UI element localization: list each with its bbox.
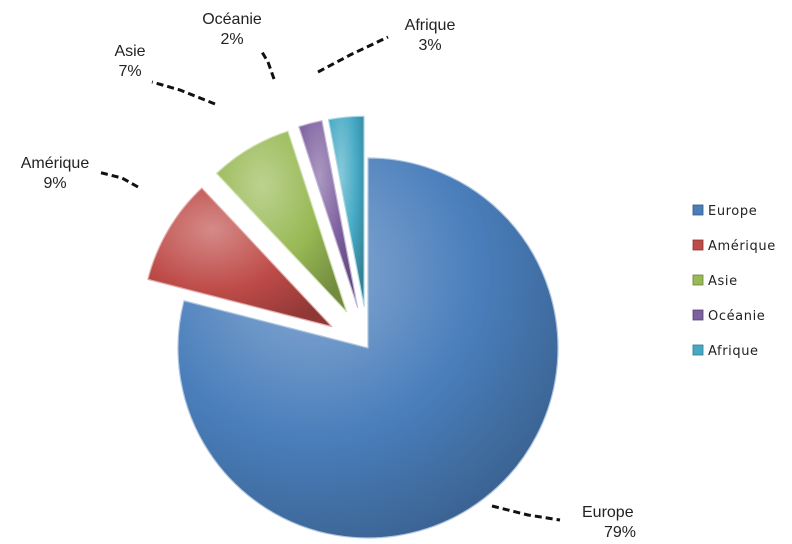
- data-label-asie-value: 7%: [118, 63, 141, 80]
- legend-label-afrique: Afrique: [708, 344, 759, 359]
- data-label-afrique-value: 3%: [418, 37, 441, 54]
- pie-slice-oceanie: [298, 120, 359, 308]
- data-label-asie-name: Asie: [114, 43, 145, 60]
- legend-item-amerique: Amérique: [692, 239, 776, 254]
- data-label-europe-value: 79%: [604, 524, 636, 541]
- data-label-afrique-name: Afrique: [405, 17, 456, 34]
- legend-item-asie: Asie: [692, 274, 738, 289]
- legend-item-europe: Europe: [692, 204, 757, 219]
- pie-slice-europe: [177, 157, 559, 539]
- data-label-oceanie-value: 2%: [220, 31, 243, 48]
- data-label-amerique-value: 9%: [43, 175, 66, 192]
- leader-line-afrique: [317, 35, 389, 74]
- pie-slice-asie: [215, 130, 348, 313]
- leader-line-oceanie: [260, 51, 276, 80]
- legend-swatch-asie: [692, 274, 704, 286]
- legend-label-amerique: Amérique: [708, 239, 776, 254]
- data-label-amerique-name: Amérique: [21, 155, 90, 172]
- leader-line-amerique: [97, 170, 139, 189]
- data-label-oceanie-name: Océanie: [202, 11, 262, 28]
- legend-item-oceanie: Océanie: [692, 309, 765, 324]
- leader-line-europe: [491, 504, 561, 522]
- legend: Europe Amérique Asie Océanie Afrique: [692, 204, 776, 359]
- legend-label-europe: Europe: [708, 204, 757, 219]
- legend-item-afrique: Afrique: [692, 344, 759, 359]
- pie-slice-afrique: [327, 115, 365, 307]
- leader-lines: [97, 35, 561, 522]
- legend-swatch-oceanie: [692, 309, 704, 321]
- pie-slices: [147, 115, 559, 539]
- leader-line-asie: [151, 80, 216, 106]
- data-labels: Europe 79% Amérique 9% Asie 7% Océanie 2% Afriqu…: [21, 11, 636, 541]
- legend-label-oceanie: Océanie: [708, 309, 765, 324]
- legend-swatch-amerique: [692, 239, 704, 251]
- legend-swatch-afrique: [692, 344, 704, 356]
- legend-label-asie: Asie: [708, 274, 738, 289]
- data-label-europe-name: Europe: [582, 504, 634, 521]
- pie-slice-amerique: [147, 187, 333, 328]
- legend-swatch-europe: [692, 204, 704, 216]
